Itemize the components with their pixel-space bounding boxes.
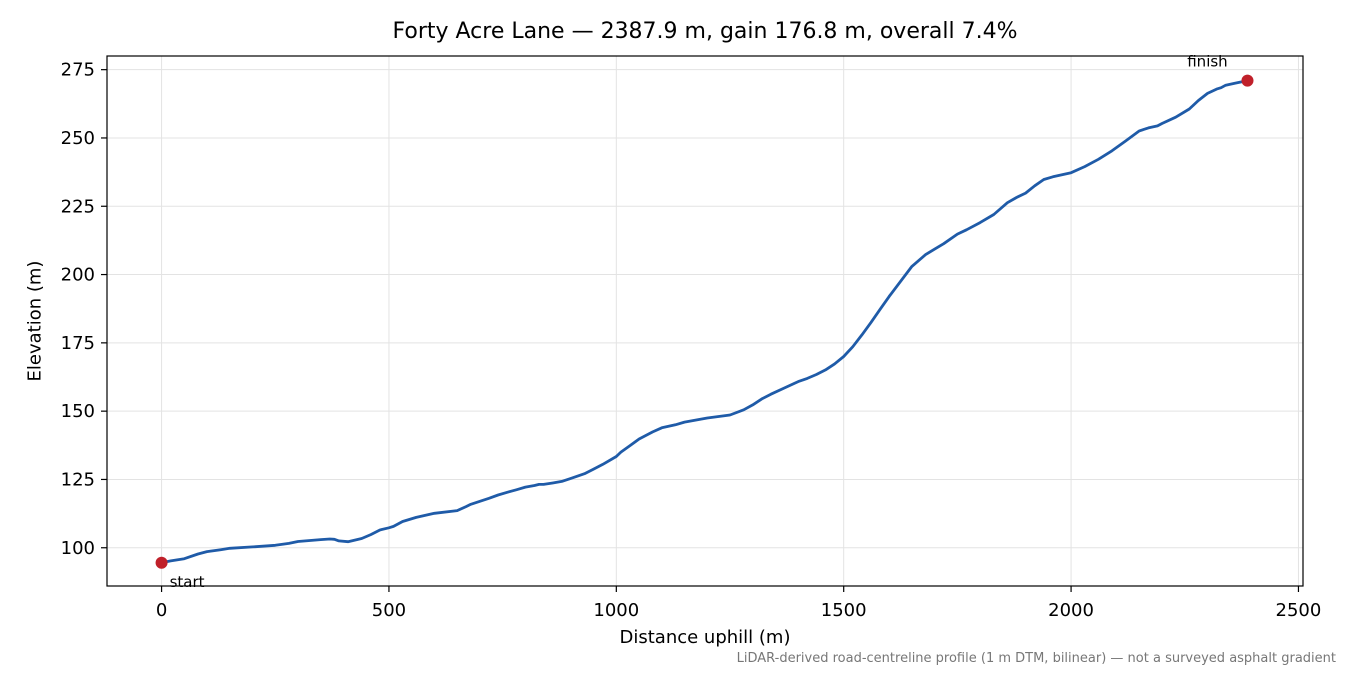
y-tick-label: 125	[61, 469, 95, 490]
grid	[107, 56, 1303, 586]
x-tick-label: 2000	[1048, 600, 1094, 621]
y-tick-label: 275	[61, 60, 95, 81]
chart-title: Forty Acre Lane — 2387.9 m, gain 176.8 m…	[392, 19, 1018, 44]
y-tick-label: 225	[61, 196, 95, 217]
start-marker	[155, 556, 168, 569]
x-axis-label: Distance uphill (m)	[619, 627, 791, 648]
elevation-line	[160, 79, 1249, 565]
data-source-footnote: LiDAR-derived road-centreline profile (1…	[736, 651, 1336, 666]
y-tick-label: 200	[61, 265, 95, 286]
plot-area	[160, 79, 1249, 565]
axis-ticks: 0 500 1000 1500 2000 2500 100 125 150 175 200 225 25…	[61, 60, 1322, 621]
x-tick-label: 0	[156, 600, 167, 621]
x-tick-label: 500	[372, 600, 406, 621]
x-tick-label: 1000	[593, 600, 639, 621]
y-tick-label: 175	[61, 333, 95, 354]
finish-marker	[1241, 74, 1254, 87]
y-tick-label: 150	[61, 401, 95, 422]
start-label: start	[170, 573, 205, 591]
finish-label: finish	[1187, 53, 1227, 71]
x-tick-label: 1500	[821, 600, 867, 621]
y-tick-label: 250	[61, 128, 95, 149]
y-tick-label: 100	[61, 538, 95, 559]
plot-frame	[106, 55, 1304, 587]
markers: start finish	[155, 53, 1254, 591]
y-axis-label: Elevation (m)	[24, 260, 46, 382]
x-tick-label: 2500	[1276, 600, 1322, 621]
